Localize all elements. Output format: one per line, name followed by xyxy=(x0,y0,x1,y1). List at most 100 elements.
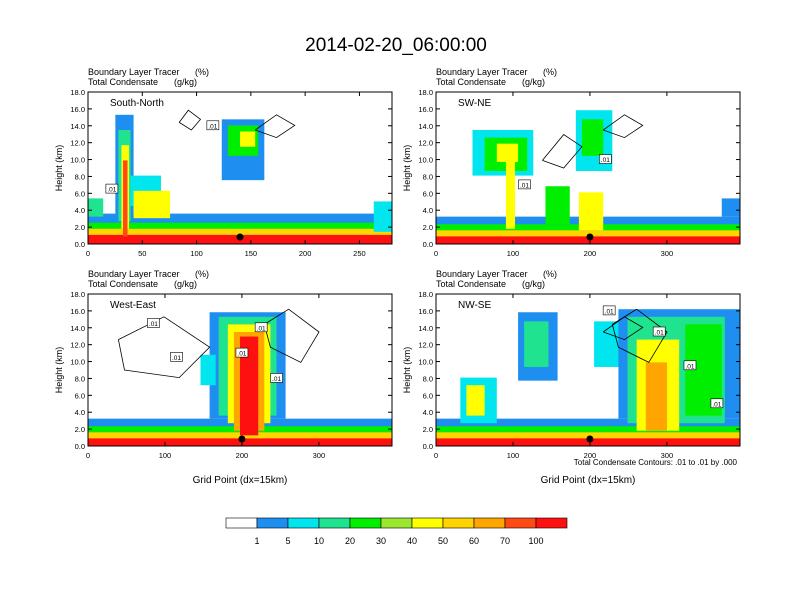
y-tick-label: 16.0 xyxy=(70,105,85,114)
field-band xyxy=(200,354,216,386)
plot-frame xyxy=(87,293,393,447)
x-tick-label: 300 xyxy=(661,249,674,258)
subtitle-tracer-unit: (%) xyxy=(195,269,209,279)
field-shading xyxy=(436,110,740,244)
y-tick-label: 4.0 xyxy=(423,206,433,215)
contour-line xyxy=(542,134,583,169)
y-tick-label: 10.0 xyxy=(418,358,433,367)
y-tick-label: 6.0 xyxy=(75,189,85,198)
location-marker xyxy=(586,435,594,443)
plot-frame xyxy=(435,91,741,245)
y-tick-label: 14.0 xyxy=(70,122,85,131)
y-tick-label: 4.0 xyxy=(75,206,85,215)
y-tick-label: 10.0 xyxy=(70,156,85,165)
subtitle-tracer: Boundary Layer Tracer xyxy=(436,269,528,279)
y-tick-label: 8.0 xyxy=(423,374,433,383)
panel-4: 0.0 2.0 4.0 6.0 8.0 10.0 12.0 14.0 16.0 18.0 0 100 2… xyxy=(402,269,741,486)
y-axis-label: Height (km) xyxy=(402,347,412,394)
field-band xyxy=(524,321,549,367)
y-tick-label: 0.0 xyxy=(75,442,85,451)
y-tick-label: 12.0 xyxy=(70,341,85,350)
colorbar-swatch xyxy=(473,517,506,529)
subtitle-tracer: Boundary Layer Tracer xyxy=(88,67,180,77)
panel-label: SW-NE xyxy=(458,98,491,109)
y-tick-label: 0.0 xyxy=(423,240,433,249)
contour-label: .01 xyxy=(712,401,721,408)
y-tick-label: 16.0 xyxy=(418,105,433,114)
subtitle-tracer: Boundary Layer Tracer xyxy=(88,269,180,279)
contour-label-box xyxy=(602,305,616,316)
y-tick-label: 0.0 xyxy=(75,240,85,249)
contour-label: .01 xyxy=(237,351,246,358)
y-tick-label: 12.0 xyxy=(70,139,85,148)
field-band xyxy=(88,438,392,446)
x-tick-label: 300 xyxy=(661,451,674,460)
x-tick-label: 200 xyxy=(584,451,597,460)
y-tick-label: 14.0 xyxy=(418,122,433,131)
y-tick-label: 10.0 xyxy=(418,156,433,165)
y-axis-label: Height (km) xyxy=(54,347,64,394)
subtitle-tracer: Boundary Layer Tracer xyxy=(436,67,528,77)
figure-title: 2014-02-20_06:00:00 xyxy=(305,35,487,56)
contour-label: .01 xyxy=(655,330,664,337)
field-band xyxy=(436,438,740,446)
y-tick-label: 18.0 xyxy=(418,88,433,97)
colorbar-label: 100 xyxy=(528,536,543,546)
colorbar-label: 60 xyxy=(469,536,479,546)
x-tick-label: 150 xyxy=(245,249,258,258)
contour-label-box xyxy=(206,120,220,131)
contour-label-box xyxy=(599,154,612,164)
x-tick-label: 0 xyxy=(86,249,90,258)
contour-line xyxy=(611,308,668,363)
contour-label: .01 xyxy=(107,187,116,194)
colorbar-label: 5 xyxy=(285,536,290,546)
x-tick-label: 200 xyxy=(584,249,597,258)
y-tick-label: 6.0 xyxy=(423,189,433,198)
field-band xyxy=(240,131,256,147)
x-tick-label: 100 xyxy=(507,249,520,258)
field-band xyxy=(88,198,104,217)
y-tick-label: 14.0 xyxy=(418,324,433,333)
field-band xyxy=(133,190,171,219)
field-shading xyxy=(88,114,392,244)
x-tick-label: 200 xyxy=(299,249,312,258)
y-tick-label: 6.0 xyxy=(75,391,85,400)
contour-line xyxy=(254,114,296,139)
subtitle-condensate: Total Condensate xyxy=(436,279,506,289)
subtitle-tracer-unit: (%) xyxy=(543,269,557,279)
location-marker xyxy=(236,233,244,241)
colorbar-swatch xyxy=(287,517,320,529)
colorbar-label: 30 xyxy=(376,536,386,546)
field-shading xyxy=(436,309,740,446)
contour-label-box xyxy=(105,183,119,194)
panel-3: 0.0 2.0 4.0 6.0 8.0 10.0 12.0 14.0 16.0 18.0 0 100 2… xyxy=(54,269,393,486)
contour-label-box xyxy=(235,347,249,358)
contour-label: .01 xyxy=(208,123,217,130)
colorbar: 1 5 10 20 30 40 50 60 70 100 xyxy=(225,517,568,546)
field-band xyxy=(240,336,259,436)
contour-label-box xyxy=(270,373,283,383)
plot-frame xyxy=(435,293,741,447)
contour-label: .01 xyxy=(149,321,158,328)
contour-label-box xyxy=(147,318,160,328)
location-marker xyxy=(238,435,246,443)
colorbar-swatch xyxy=(318,517,351,529)
contour-label: .01 xyxy=(520,182,529,189)
subtitle-condensate: Total Condensate xyxy=(88,77,158,87)
y-axis-label: Height (km) xyxy=(54,145,64,192)
contour-note: Total Condensate Contours: .01 to .01 by… xyxy=(574,458,738,467)
field-band xyxy=(505,145,516,229)
contour-label: .01 xyxy=(172,355,181,362)
panel-1: 0.0 2.0 4.0 6.0 8.0 10.0 12.0 14.0 16.0 18.0 0 50 10… xyxy=(54,67,393,258)
x-tick-label: 250 xyxy=(353,249,366,258)
field-band xyxy=(436,236,740,244)
y-tick-label: 8.0 xyxy=(75,374,85,383)
contour-line xyxy=(602,114,644,139)
contour-line xyxy=(602,316,644,341)
contour-label: .01 xyxy=(685,363,694,370)
y-tick-label: 18.0 xyxy=(418,290,433,299)
y-tick-label: 8.0 xyxy=(75,172,85,181)
contour-label: .01 xyxy=(605,308,614,315)
contour-label-box xyxy=(652,326,666,337)
contour-label: .01 xyxy=(272,376,281,383)
